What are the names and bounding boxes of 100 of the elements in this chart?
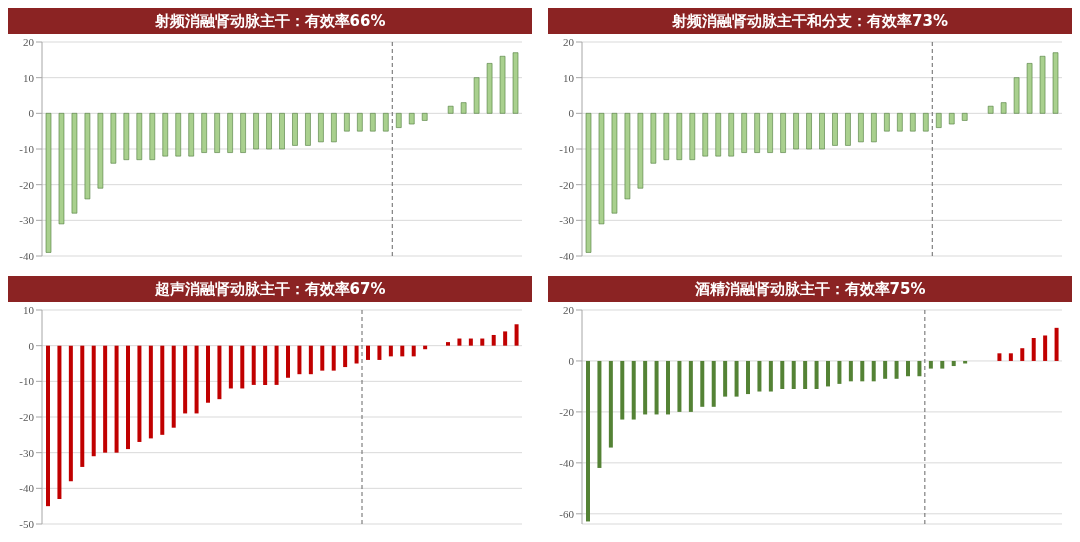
- bar: [206, 345, 210, 403]
- bar: [297, 345, 302, 375]
- bar: [1008, 353, 1013, 361]
- bar: [997, 353, 1002, 361]
- bar: [951, 360, 956, 367]
- bar: [408, 113, 415, 125]
- bar: [845, 113, 851, 146]
- bar: [1054, 327, 1059, 361]
- bar: [832, 113, 838, 146]
- y-tick-label: -20: [559, 405, 575, 418]
- y-tick-label: -40: [19, 482, 35, 495]
- bar: [279, 113, 285, 150]
- bar: [780, 113, 786, 153]
- y-tick-label: 10: [23, 303, 35, 316]
- bar: [149, 113, 156, 160]
- bar: [97, 113, 104, 189]
- bar: [585, 113, 592, 253]
- bar: [906, 360, 910, 377]
- y-tick-label: 10: [563, 71, 575, 84]
- bar: [780, 360, 785, 389]
- bar: [240, 113, 246, 153]
- bar: [803, 360, 808, 389]
- bar: [608, 360, 613, 448]
- bar: [491, 334, 496, 346]
- bar: [768, 360, 773, 392]
- bar: [806, 113, 812, 150]
- bar: [620, 360, 625, 420]
- bar: [666, 360, 670, 415]
- bar: [68, 345, 73, 482]
- bar: [137, 345, 142, 442]
- bar: [45, 113, 52, 253]
- bar: [935, 113, 942, 128]
- bar: [343, 345, 348, 368]
- bar: [266, 113, 272, 150]
- chart-title: 射频消融肾动脉主干：有效率66%: [8, 8, 532, 34]
- bar: [963, 360, 968, 364]
- bar: [123, 113, 130, 160]
- y-tick-label: -60: [559, 507, 575, 520]
- bar: [689, 113, 696, 160]
- bar: [897, 113, 903, 132]
- bar: [702, 113, 709, 157]
- bar: [457, 338, 462, 346]
- bar: [961, 113, 968, 121]
- bar: [723, 360, 728, 397]
- bar: [598, 113, 605, 225]
- y-tick-label: 0: [28, 339, 35, 352]
- y-tick-label: -40: [559, 456, 575, 469]
- bar: [331, 345, 336, 371]
- bar: [767, 113, 773, 153]
- bar: [388, 345, 393, 357]
- bar: [1031, 338, 1036, 361]
- bar: [871, 360, 876, 382]
- bar: [175, 113, 182, 157]
- y-tick-label: -10: [559, 142, 575, 155]
- bar: [400, 345, 405, 357]
- bar: [654, 360, 659, 415]
- bar: [503, 331, 508, 346]
- bar: [274, 345, 279, 385]
- bar: [734, 360, 739, 397]
- bar: [650, 113, 657, 164]
- bar: [1013, 77, 1020, 114]
- bar: [263, 345, 268, 385]
- bar: [1039, 55, 1046, 114]
- bar: [987, 105, 994, 114]
- y-tick-label: -40: [19, 249, 35, 262]
- y-tick-label: 20: [563, 35, 575, 48]
- bar: [171, 345, 176, 428]
- y-tick-label: 20: [563, 303, 575, 316]
- y-tick-label: -20: [19, 178, 35, 191]
- bar: [586, 360, 590, 522]
- bar: [110, 113, 117, 164]
- bar: [728, 113, 734, 157]
- bar: [688, 360, 693, 412]
- bar: [214, 113, 220, 153]
- bar: [411, 345, 416, 357]
- bar: [910, 113, 916, 132]
- bar: [228, 345, 233, 389]
- bar: [700, 360, 705, 407]
- bar: [499, 55, 506, 114]
- bar: [377, 345, 382, 360]
- bar: [1020, 348, 1025, 361]
- bar: [370, 113, 376, 132]
- bar: [611, 113, 618, 214]
- bar: [305, 113, 311, 146]
- bar: [826, 360, 830, 387]
- bar: [446, 342, 450, 346]
- bar: [631, 360, 636, 420]
- bar: [793, 113, 799, 150]
- bar: [160, 345, 165, 435]
- bar: [514, 324, 519, 346]
- y-tick-label: -10: [19, 375, 35, 388]
- bar: [677, 360, 682, 412]
- bar: [84, 113, 91, 200]
- bar: [858, 113, 864, 143]
- bar: [637, 113, 644, 189]
- bar: [597, 360, 602, 468]
- bar: [676, 113, 683, 160]
- bar: [948, 113, 955, 125]
- bar: [201, 113, 207, 153]
- bar: [286, 345, 290, 378]
